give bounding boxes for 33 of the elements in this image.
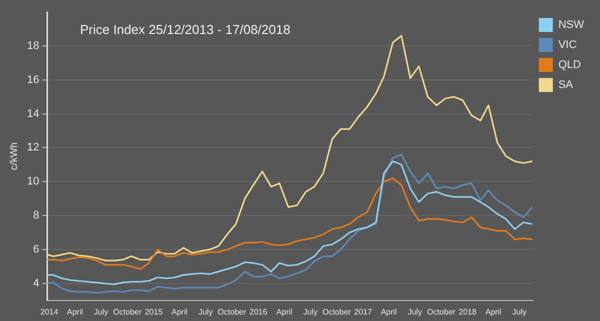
x-tick-label: 2017 xyxy=(354,307,372,316)
x-tick-label: October xyxy=(113,307,142,316)
x-tick-label: April xyxy=(172,307,188,316)
y-tick-label: 8 xyxy=(33,210,40,222)
x-tick-label: April xyxy=(485,307,502,316)
y-tick-label: 18 xyxy=(26,40,40,52)
x-tick-label: 2016 xyxy=(249,307,268,316)
x-tick-label: 2014 xyxy=(40,307,59,316)
y-tick-label: 12 xyxy=(26,142,40,154)
y-tick-label: 6 xyxy=(33,244,40,256)
x-tick-label: July xyxy=(94,307,108,316)
x-tick-label: April xyxy=(380,307,398,316)
x-tick-label: 2015 xyxy=(144,307,164,316)
x-tick-label: July xyxy=(198,307,213,316)
x-tick-label: April xyxy=(276,307,293,316)
y-axis-title: c/kWh xyxy=(8,142,20,170)
x-tick-label: July xyxy=(303,307,318,316)
x-tick-label: April xyxy=(67,307,84,316)
x-tick-label: October xyxy=(218,307,246,316)
x-tick-label: July xyxy=(408,307,422,316)
y-tick-label: 14 xyxy=(26,108,40,120)
x-tick-label: July xyxy=(512,307,526,316)
y-tick-label: 16 xyxy=(26,74,40,86)
y-tick-label: 10 xyxy=(26,176,40,188)
legend-label: VIC xyxy=(558,39,577,52)
x-tick-label: October xyxy=(322,307,352,316)
y-tick-label: 4 xyxy=(33,277,40,290)
x-tick-label: 2018 xyxy=(458,307,478,316)
text: Price Index 25/12/2013 - 17/08/2018 xyxy=(80,22,290,37)
legend-label: NSW xyxy=(558,19,585,32)
x-tick-label: October xyxy=(426,307,456,316)
legend-label: QLD xyxy=(558,59,582,72)
legend-label: SA xyxy=(558,79,574,92)
